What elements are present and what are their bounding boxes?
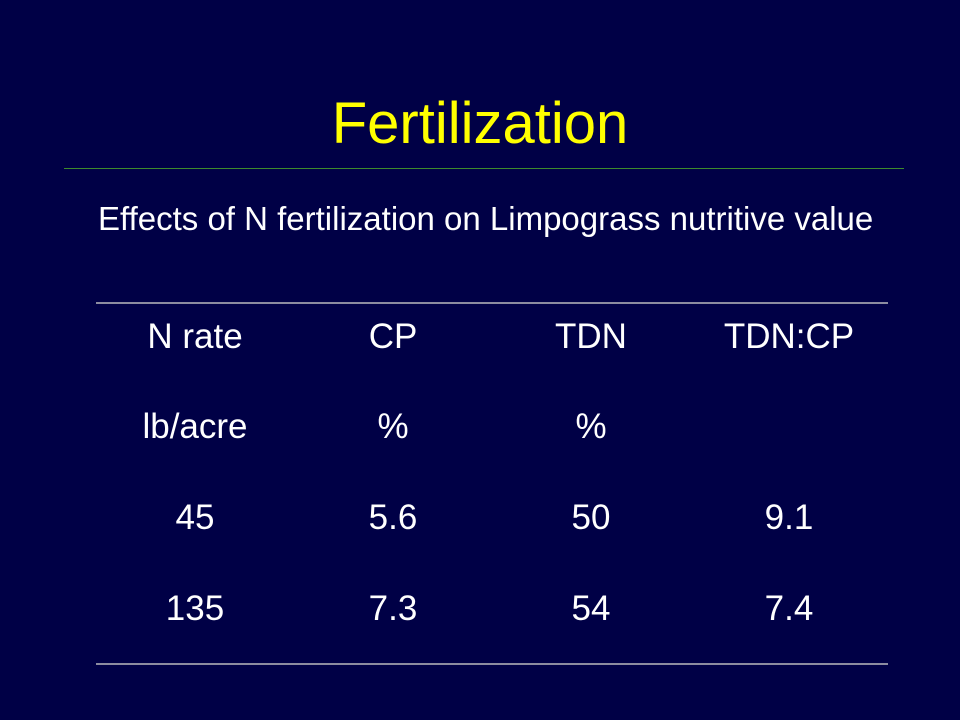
unit-tdn: %: [575, 407, 607, 446]
unit-n-rate: lb/acre: [142, 407, 248, 446]
cell-n-rate: 45: [175, 498, 215, 537]
table-row: 45 5.6 50 9.1: [96, 493, 888, 543]
header-tdn: TDN: [555, 317, 627, 356]
cell-tdn: 50: [571, 498, 611, 537]
cell-tdn-cp: 7.4: [764, 589, 814, 628]
slide-title: Fertilization: [331, 91, 629, 156]
cell-n-rate: 135: [165, 589, 225, 628]
title-divider: [64, 168, 904, 169]
table-units-row: lb/acre % %: [96, 402, 888, 452]
header-tdn-cp: TDN:CP: [723, 317, 855, 356]
table-header-row: N rate CP TDN TDN:CP: [96, 312, 888, 362]
cell-cp: 5.6: [368, 498, 418, 537]
cell-tdn-cp: 9.1: [764, 498, 814, 537]
table-top-rule: [96, 302, 888, 304]
slide-subtitle: Effects of N fertilization on Limpograss…: [98, 200, 874, 237]
table-row: 135 7.3 54 7.4: [96, 584, 888, 634]
table-bottom-rule: [96, 663, 888, 665]
header-n-rate: N rate: [147, 317, 243, 356]
header-cp: CP: [368, 317, 418, 356]
cell-cp: 7.3: [368, 589, 418, 628]
cell-tdn: 54: [571, 589, 611, 628]
unit-cp: %: [377, 407, 409, 446]
